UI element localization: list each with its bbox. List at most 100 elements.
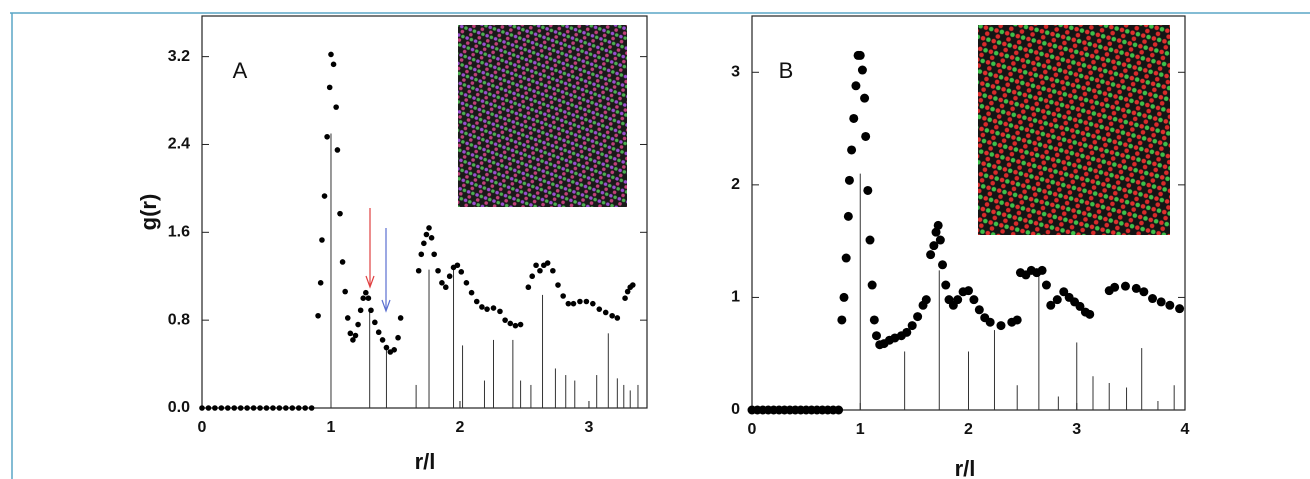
data-point <box>490 305 497 311</box>
x-tick-label: 3 <box>1072 421 1081 438</box>
y-tick-label: 0 <box>731 401 740 418</box>
x-tick-label: 1 <box>856 421 865 438</box>
data-point <box>550 267 556 274</box>
data-point <box>926 250 936 260</box>
data-point <box>596 306 603 312</box>
data-point <box>624 288 631 295</box>
data-point <box>337 210 343 217</box>
data-point <box>458 269 465 275</box>
data-point <box>843 211 853 221</box>
data-point <box>1139 287 1149 297</box>
data-point <box>428 235 435 241</box>
y-tick-label: 0.0 <box>168 399 190 416</box>
data-point <box>360 295 367 301</box>
data-point <box>330 61 337 68</box>
data-point <box>415 267 422 274</box>
x-tick-label: 2 <box>964 421 973 438</box>
data-point <box>418 251 425 258</box>
data-point <box>964 286 973 296</box>
data-point <box>257 405 263 411</box>
data-point <box>368 307 374 314</box>
data-point <box>397 315 404 321</box>
data-point <box>319 237 325 243</box>
data-point <box>533 262 539 269</box>
data-point <box>1037 265 1047 275</box>
data-point <box>1075 301 1085 311</box>
data-point <box>484 306 490 312</box>
data-point <box>391 347 397 353</box>
data-point <box>1041 280 1051 290</box>
data-point <box>357 307 364 314</box>
data-point <box>1110 282 1120 292</box>
x-tick-label: 1 <box>327 419 336 436</box>
data-point <box>352 332 359 339</box>
data-point <box>244 405 250 411</box>
data-point <box>454 262 461 269</box>
data-point <box>969 295 979 305</box>
data-point <box>218 405 225 411</box>
data-point <box>426 225 432 231</box>
data-point <box>342 288 348 295</box>
inset-image <box>978 25 1170 235</box>
data-point <box>379 337 386 343</box>
data-point <box>231 405 238 411</box>
data-point <box>315 312 321 319</box>
data-point <box>583 298 590 305</box>
data-point <box>1148 294 1158 304</box>
data-point <box>577 298 583 305</box>
y-tick-label: 3 <box>731 64 740 81</box>
data-point <box>844 175 854 185</box>
data-point <box>270 405 276 411</box>
y-tick-label: 0.8 <box>168 311 190 328</box>
data-point <box>333 104 339 110</box>
charts: 0 1 2 3 0.0 0.8 1.6 2.4 3.2 Ar/l g(r) 0 1 2 3 4 0 1 2 3 Br/l <box>136 15 1190 479</box>
data-point <box>328 51 334 58</box>
data-point <box>869 315 879 325</box>
data-point <box>555 282 561 288</box>
data-point <box>614 315 621 321</box>
x-tick-label: 2 <box>456 419 465 436</box>
data-point <box>560 293 566 299</box>
data-point <box>302 405 308 411</box>
data-point <box>565 300 572 307</box>
data-point <box>871 331 881 341</box>
x-axis-label: r/l <box>415 449 436 474</box>
data-point <box>622 295 628 301</box>
data-point <box>344 315 351 321</box>
data-point <box>921 295 931 305</box>
data-point <box>938 260 948 270</box>
data-point <box>902 327 912 337</box>
data-point <box>935 235 945 245</box>
data-point <box>907 321 917 331</box>
data-point <box>497 308 503 315</box>
data-point <box>590 300 596 307</box>
data-point <box>339 259 346 265</box>
data-point <box>283 405 289 411</box>
y-tick-label: 2.4 <box>168 136 190 153</box>
data-point <box>929 241 939 251</box>
arrow-head <box>365 275 375 289</box>
data-point <box>1131 283 1141 293</box>
x-tick-label: 4 <box>1181 421 1190 438</box>
y-axis-label: g(r) <box>136 194 161 231</box>
data-point <box>317 280 324 286</box>
data-point <box>507 320 514 327</box>
data-point <box>841 253 851 263</box>
data-point <box>439 280 445 286</box>
data-point <box>529 273 536 280</box>
data-point <box>308 405 315 411</box>
data-point <box>933 220 943 230</box>
data-point <box>512 322 519 329</box>
data-point <box>395 334 401 341</box>
data-point <box>289 405 296 411</box>
data-point <box>383 344 390 351</box>
data-point <box>334 147 341 153</box>
data-point <box>630 282 636 288</box>
x-tick-label: 3 <box>585 419 594 436</box>
data-point <box>1120 281 1130 291</box>
y-tick-label: 2 <box>731 176 740 193</box>
y-tick-label: 1 <box>731 289 740 306</box>
data-point <box>421 240 427 247</box>
data-point <box>423 231 430 238</box>
